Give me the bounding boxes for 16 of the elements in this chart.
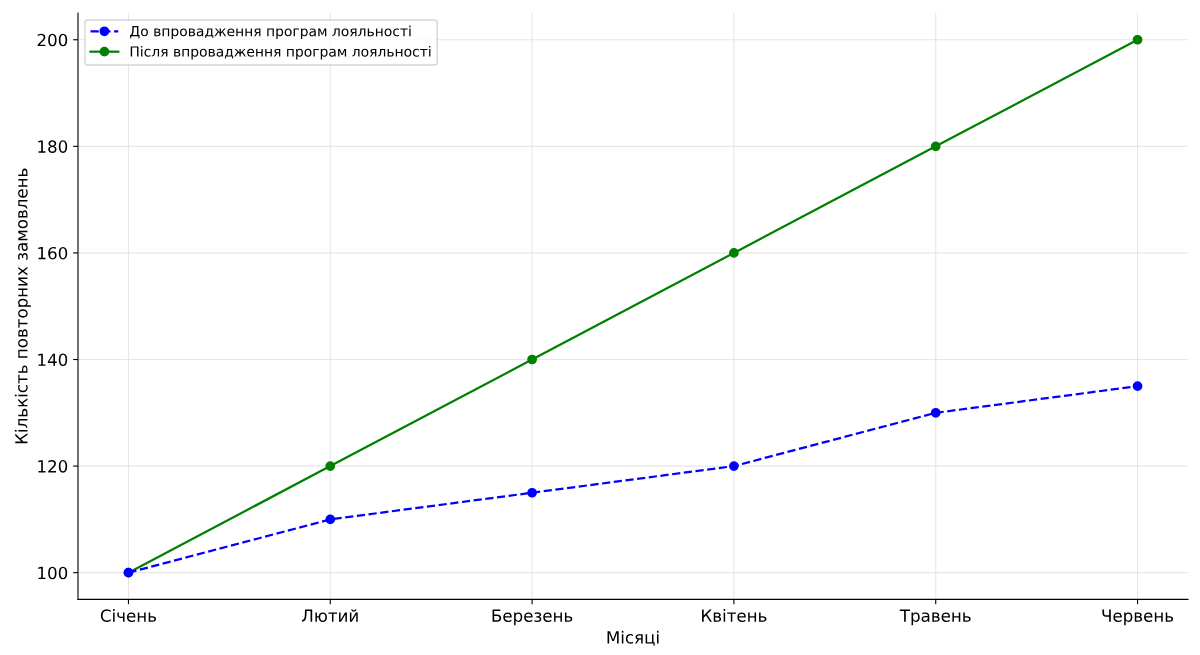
x-tick-label: Червень — [1102, 609, 1174, 626]
x-axis-title: Місяці — [607, 630, 659, 646]
y-tick-label: 140 — [38, 353, 68, 367]
x-tick-label: Травень — [899, 609, 971, 626]
legend-label: До впровадження програм лояльності — [130, 25, 411, 40]
x-tick-label: Січень — [100, 609, 157, 622]
legend-label: Після впровадження програм лояльності — [130, 45, 431, 60]
x-tick-label: Квітень — [702, 609, 767, 622]
y-axis-title: Кількість повторних замовлень — [14, 168, 31, 444]
y-tick-label: 160 — [38, 246, 68, 260]
x-tick-label: Березень — [492, 609, 573, 626]
y-tick-label: 200 — [37, 33, 68, 47]
x-tick-label: Лютий — [301, 609, 358, 622]
y-tick-label: 100 — [38, 566, 68, 580]
y-tick-label: 120 — [38, 460, 68, 473]
y-tick-label: 180 — [38, 140, 68, 153]
